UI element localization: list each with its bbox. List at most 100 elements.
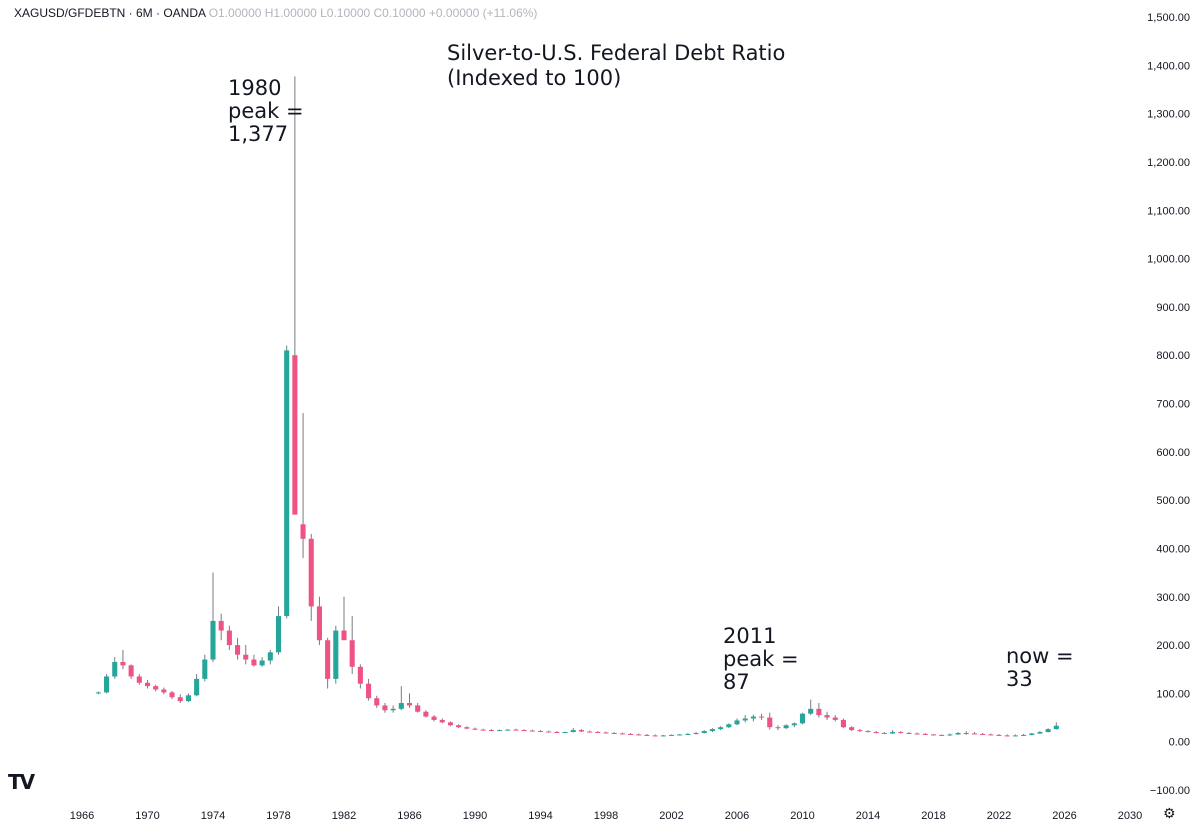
- ticker-symbol[interactable]: XAGUSD/GFDEBTN · 6M · OANDA: [14, 6, 206, 20]
- candle-body: [759, 716, 765, 718]
- candle-body: [742, 718, 748, 721]
- candle-body: [955, 732, 961, 735]
- candle-body: [480, 729, 486, 731]
- x-tick-label: 2006: [725, 810, 749, 822]
- candle-body: [849, 727, 855, 731]
- ticker-header[interactable]: XAGUSD/GFDEBTN · 6M · OANDA O1.00000 H1.…: [14, 6, 537, 20]
- candle-body: [890, 732, 896, 734]
- candle-body: [709, 729, 715, 732]
- candle-body: [840, 719, 846, 728]
- candle-body: [144, 682, 151, 687]
- candle-body: [971, 733, 977, 735]
- candle-body: [677, 734, 683, 736]
- candle-body: [251, 659, 257, 666]
- candle-body: [799, 713, 806, 724]
- candle-body: [275, 616, 282, 653]
- x-tick-label: 2010: [790, 810, 814, 822]
- x-tick-label: 2026: [1052, 810, 1076, 822]
- candle-body: [128, 665, 134, 677]
- candle-body: [628, 733, 634, 735]
- y-tick-label: 400.00: [1156, 543, 1190, 555]
- y-tick-label: 800.00: [1156, 350, 1190, 362]
- candle-body: [464, 727, 470, 729]
- x-tick-label: 1998: [594, 810, 618, 822]
- y-tick-label: 100.00: [1156, 688, 1190, 700]
- x-tick-label: 2014: [856, 810, 880, 822]
- candle-body: [873, 732, 879, 734]
- candle-body: [750, 716, 756, 719]
- x-tick-label: 1994: [528, 810, 552, 822]
- y-tick-label: 600.00: [1156, 447, 1190, 459]
- candle-body: [357, 666, 363, 684]
- x-tick-label: 1986: [397, 810, 421, 822]
- candle-body: [701, 731, 707, 733]
- chart-title-annotation: Silver-to-U.S. Federal Debt Ratio (Index…: [447, 41, 785, 91]
- candle-body: [947, 734, 953, 736]
- candle-body: [578, 730, 584, 732]
- candle-body: [267, 652, 273, 661]
- logo-text: TV: [8, 770, 35, 794]
- candle-body: [439, 719, 445, 723]
- y-tick-label: 0.00: [1169, 737, 1190, 749]
- candle-body: [693, 732, 699, 734]
- candle-body: [1029, 733, 1035, 735]
- candle-body: [382, 705, 388, 711]
- x-tick-label: 2002: [659, 810, 683, 822]
- candle-body: [169, 692, 175, 698]
- candle-body: [603, 732, 609, 734]
- candle-body: [537, 731, 544, 733]
- tradingview-logo[interactable]: TV: [8, 770, 35, 794]
- x-tick-label: 1978: [266, 810, 290, 822]
- candle-body: [423, 711, 429, 717]
- x-tick-label: 2018: [921, 810, 945, 822]
- candle-body: [406, 703, 413, 706]
- candle-body: [136, 676, 142, 683]
- candle-body: [120, 661, 126, 666]
- candle-body: [177, 697, 183, 702]
- gear-icon[interactable]: ⚙: [1163, 806, 1176, 822]
- candle-body: [1004, 735, 1010, 737]
- candle-body: [284, 350, 290, 617]
- annotation-2011-text: 2011 peak = 87: [723, 624, 799, 694]
- candle-body: [366, 683, 372, 699]
- annotation-1980-peak: 1980 peak = 1,377: [228, 77, 304, 146]
- x-tick-label: 1990: [463, 810, 487, 822]
- y-tick-label: 1,000.00: [1147, 254, 1190, 266]
- candle-body: [791, 723, 797, 726]
- candle-body: [824, 715, 830, 718]
- candle-body: [292, 355, 298, 515]
- candle-body: [1021, 734, 1027, 736]
- candle-body: [210, 620, 216, 660]
- candle-body: [816, 708, 822, 716]
- candle-body: [660, 735, 666, 737]
- y-tick-label: 700.00: [1156, 399, 1190, 411]
- candle-body: [447, 722, 453, 726]
- candle-body: [595, 732, 601, 734]
- x-tick-label: 1970: [135, 810, 159, 822]
- candle-body: [832, 717, 838, 720]
- candle-body: [963, 732, 969, 734]
- y-tick-label: 1,200.00: [1147, 157, 1190, 169]
- y-tick-label: 1,400.00: [1147, 60, 1190, 72]
- annotation-now: now = 33: [1006, 645, 1074, 691]
- y-tick-label: 1,100.00: [1147, 205, 1190, 217]
- candle-body: [325, 640, 331, 679]
- x-tick-label: 1982: [332, 810, 356, 822]
- candle-body: [652, 735, 658, 737]
- candle-body: [611, 732, 617, 734]
- candle-body: [1045, 729, 1051, 733]
- annotation-2011-peak: 2011 peak = 87: [723, 625, 799, 694]
- candle-body: [726, 724, 732, 728]
- candle-body: [104, 676, 110, 693]
- candle-body: [497, 730, 503, 732]
- candle-body: [333, 630, 339, 679]
- y-tick-label: 900.00: [1156, 302, 1190, 314]
- candle-body: [349, 640, 355, 667]
- candle-body: [398, 703, 404, 709]
- candle-body: [865, 731, 871, 733]
- candle-body: [767, 717, 773, 728]
- candle-body: [775, 727, 781, 729]
- annotation-1980-text: 1980 peak = 1,377: [228, 76, 304, 146]
- candle-body: [808, 708, 814, 714]
